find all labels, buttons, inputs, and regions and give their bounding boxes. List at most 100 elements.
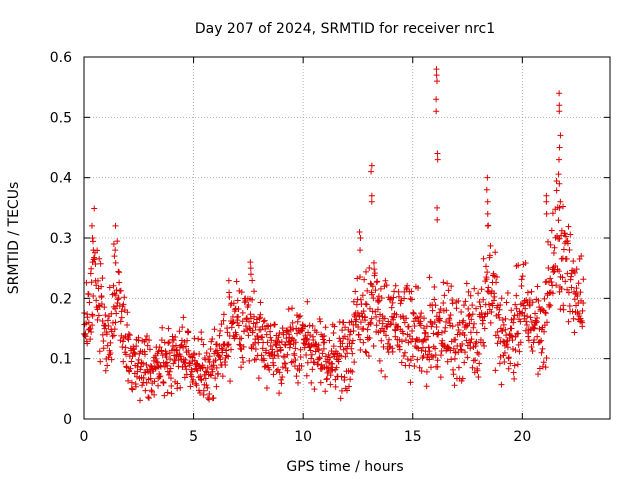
data-point bbox=[128, 379, 135, 386]
data-point bbox=[284, 367, 291, 374]
data-point bbox=[95, 312, 102, 319]
data-point bbox=[544, 238, 551, 245]
data-point bbox=[207, 345, 214, 352]
data-point bbox=[317, 379, 324, 386]
data-point bbox=[370, 259, 377, 266]
data-point bbox=[545, 265, 552, 272]
data-point bbox=[107, 349, 114, 356]
data-point bbox=[465, 313, 472, 320]
data-point bbox=[557, 306, 564, 313]
data-point bbox=[245, 332, 252, 339]
x-tick-label: 20 bbox=[513, 429, 531, 445]
data-point bbox=[447, 322, 454, 329]
data-point bbox=[125, 331, 132, 338]
data-point bbox=[191, 357, 198, 364]
data-point bbox=[279, 374, 286, 381]
data-point bbox=[529, 299, 536, 306]
data-point bbox=[469, 364, 476, 371]
data-point bbox=[259, 334, 266, 341]
data-point bbox=[409, 335, 416, 342]
data-point bbox=[207, 371, 214, 378]
data-point bbox=[346, 331, 353, 338]
data-point bbox=[291, 352, 298, 359]
data-point bbox=[576, 312, 583, 319]
data-point bbox=[206, 396, 213, 403]
data-point bbox=[520, 302, 527, 309]
data-point bbox=[524, 289, 531, 296]
data-point bbox=[87, 325, 94, 332]
data-point bbox=[542, 309, 549, 316]
data-point bbox=[533, 319, 540, 326]
data-point bbox=[325, 365, 332, 372]
data-point bbox=[125, 336, 132, 343]
data-point bbox=[400, 330, 407, 337]
data-point bbox=[524, 313, 531, 320]
data-point bbox=[209, 368, 216, 375]
data-point bbox=[327, 381, 334, 388]
data-point bbox=[392, 333, 399, 340]
data-point bbox=[100, 337, 107, 344]
data-point bbox=[541, 295, 548, 302]
data-point bbox=[276, 390, 283, 397]
data-point bbox=[315, 347, 322, 354]
data-point bbox=[497, 353, 504, 360]
data-point bbox=[448, 356, 455, 363]
data-point bbox=[251, 288, 258, 295]
data-point bbox=[177, 353, 184, 360]
data-point bbox=[495, 311, 502, 318]
data-point bbox=[434, 363, 441, 370]
data-point bbox=[362, 348, 369, 355]
data-point bbox=[558, 232, 565, 239]
data-point bbox=[224, 329, 231, 336]
data-point bbox=[467, 339, 474, 346]
data-point bbox=[575, 280, 582, 287]
data-point bbox=[513, 292, 520, 299]
data-point bbox=[395, 293, 402, 300]
data-point bbox=[228, 346, 235, 353]
data-point bbox=[444, 280, 451, 287]
data-point bbox=[164, 389, 171, 396]
y-tick-label: 0.4 bbox=[50, 171, 72, 187]
data-point bbox=[432, 302, 439, 309]
data-point bbox=[401, 319, 408, 326]
data-point bbox=[543, 192, 550, 199]
data-point bbox=[434, 150, 441, 157]
data-point bbox=[498, 295, 505, 302]
data-point bbox=[344, 350, 351, 357]
data-point bbox=[513, 305, 520, 312]
points-layer bbox=[80, 66, 587, 404]
data-point bbox=[465, 305, 472, 312]
data-point bbox=[486, 252, 493, 259]
data-point bbox=[173, 346, 180, 353]
data-point bbox=[528, 344, 535, 351]
data-point bbox=[372, 287, 379, 294]
data-point bbox=[445, 287, 452, 294]
data-point bbox=[277, 346, 284, 353]
data-point bbox=[89, 312, 96, 319]
data-point bbox=[480, 255, 487, 262]
data-point bbox=[333, 364, 340, 371]
data-point bbox=[252, 324, 259, 331]
data-point bbox=[276, 369, 283, 376]
data-point bbox=[553, 282, 560, 289]
data-point bbox=[543, 210, 550, 217]
data-point bbox=[485, 301, 492, 308]
data-point bbox=[98, 283, 105, 290]
data-point bbox=[562, 278, 569, 285]
data-point bbox=[128, 358, 135, 365]
data-point bbox=[571, 296, 578, 303]
x-tick-label: 0 bbox=[80, 429, 89, 445]
data-point bbox=[121, 294, 128, 301]
data-point bbox=[468, 316, 475, 323]
data-point bbox=[200, 341, 207, 348]
data-point bbox=[137, 397, 144, 404]
data-point bbox=[405, 339, 412, 346]
data-point bbox=[88, 328, 95, 335]
data-point bbox=[118, 308, 125, 315]
data-point bbox=[106, 284, 113, 291]
data-point bbox=[139, 382, 146, 389]
data-point bbox=[455, 364, 462, 371]
data-point bbox=[124, 322, 131, 329]
data-point bbox=[423, 368, 430, 375]
data-point bbox=[159, 324, 166, 331]
